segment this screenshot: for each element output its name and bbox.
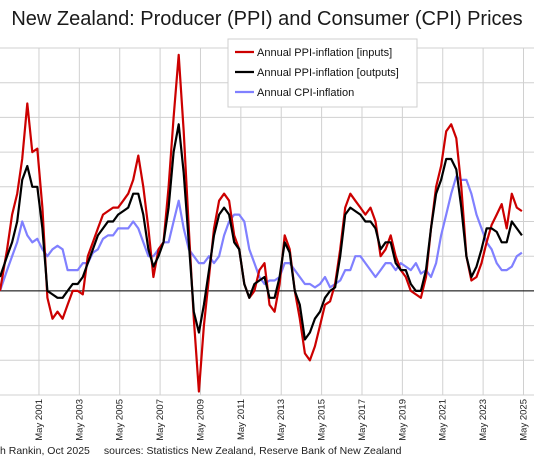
- series-layer: [0, 53, 523, 393]
- x-tick-label: May 2021: [438, 399, 449, 441]
- legend-label: Annual CPI-inflation: [257, 87, 354, 99]
- x-tick-label: May 2025: [519, 399, 530, 441]
- x-tick-label: May 2005: [115, 399, 126, 441]
- x-tick-label: May 2007: [155, 399, 166, 441]
- x-tick-labels: May 2001 May 2003 May 2005 May 2007 May 2009…: [34, 399, 530, 441]
- x-tick-label: May 2019: [397, 399, 408, 441]
- x-tick-label: May 2011: [236, 399, 247, 440]
- legend-label: Annual PPI-inflation [outputs]: [257, 67, 399, 79]
- x-tick-label: May 2013: [276, 399, 287, 441]
- footer-sources: sources: Statistics New Zealand, Reserve…: [103, 445, 402, 457]
- x-tick-label: May 2009: [195, 399, 206, 441]
- x-tick-label: May 2001: [34, 399, 45, 441]
- chart-footer: h Rankin, Oct 2025 sources: Statistics Ne…: [0, 445, 534, 457]
- series-line-1: [0, 123, 523, 341]
- legend-box: [227, 38, 418, 108]
- x-tick-label: May 2015: [317, 399, 328, 441]
- legend-label: Annual PPI-inflation [inputs]: [257, 47, 392, 59]
- x-tick-label: May 2003: [74, 399, 85, 441]
- legend: Annual PPI-inflation [inputs] Annual PPI-…: [227, 38, 418, 108]
- series-line-2: [0, 175, 523, 292]
- x-tick-label: May 2017: [357, 399, 368, 441]
- footer-author: h Rankin, Oct 2025: [0, 445, 90, 457]
- chart-title: New Zealand: Producer (PPI) and Consumer…: [11, 8, 523, 30]
- x-tick-label: May 2023: [478, 399, 489, 441]
